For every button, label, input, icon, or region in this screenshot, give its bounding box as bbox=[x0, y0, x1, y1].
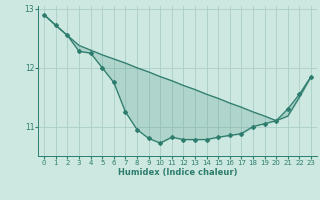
X-axis label: Humidex (Indice chaleur): Humidex (Indice chaleur) bbox=[118, 168, 237, 177]
